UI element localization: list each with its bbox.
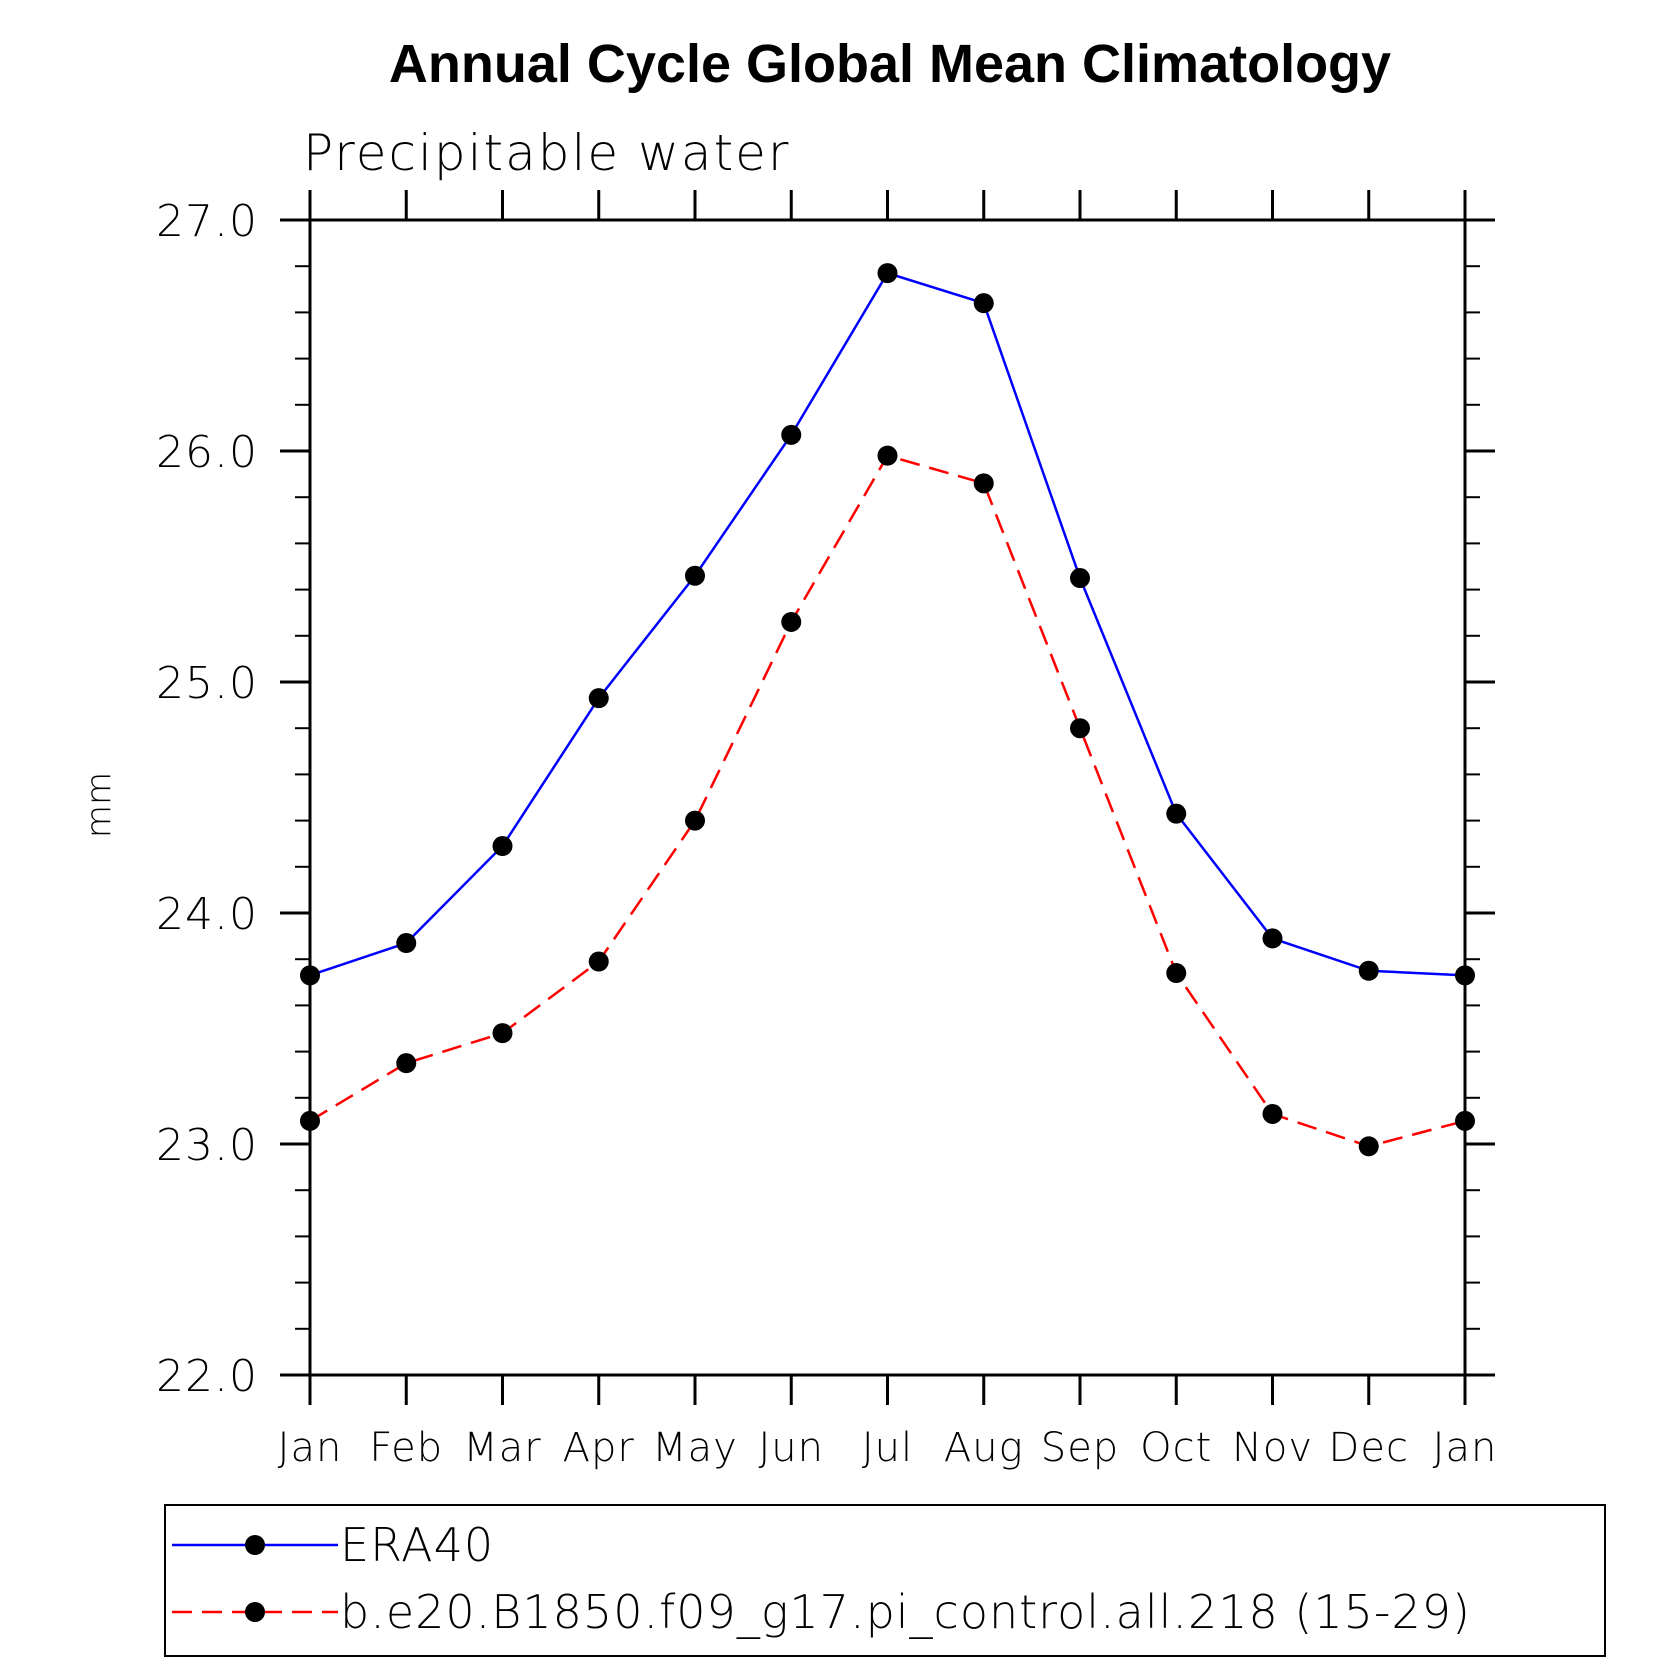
data-point [973, 293, 994, 314]
x-tick-label: Feb [369, 1425, 443, 1471]
legend-entry-1: ERA40 [172, 1518, 494, 1572]
data-point [1455, 965, 1475, 986]
legend: ERA40 b.e20.B1850.f09_g17.pi_control.all.… [164, 1504, 1606, 1657]
x-tick-label: Jan [278, 1425, 343, 1471]
data-point [1262, 1103, 1283, 1124]
series-1 [300, 263, 1475, 986]
legend-box [164, 1504, 1606, 1657]
data-point [973, 473, 994, 494]
legend-entry-2: b.e20.B1850.f09_g17.pi_control.all.218 (… [172, 1585, 1471, 1639]
data-point [492, 836, 513, 857]
data-point [1262, 928, 1283, 949]
data-point [492, 1023, 513, 1044]
x-tick-label: Sep [1041, 1425, 1119, 1471]
data-point [588, 951, 609, 972]
x-tick-label: Mar [463, 1425, 541, 1471]
data-point [396, 1053, 417, 1074]
data-point [1070, 718, 1090, 739]
x-tick-label: Jan [1433, 1425, 1498, 1471]
x-tick-label: Jun [759, 1425, 825, 1471]
y-tick-label: 26.0 [156, 427, 258, 478]
data-point [877, 263, 898, 284]
y-tick-label: 24.0 [156, 889, 258, 940]
x-axis-ticks: Jan Feb Mar Apr May Jun Jul Aug Sep Oct Nov Dec Jan [278, 190, 1498, 1471]
data-point [1070, 568, 1090, 589]
data-point [1166, 803, 1187, 824]
data-point [1455, 1110, 1475, 1131]
legend-marker [245, 1535, 265, 1555]
y-tick-label: 22.0 [156, 1351, 258, 1402]
x-tick-label: Dec [1329, 1425, 1409, 1471]
plot-border [308, 218, 1467, 1377]
data-point [781, 611, 802, 632]
legend-label: ERA40 [340, 1518, 494, 1572]
y-axis-ticks: 22.0 23.0 24.0 25.0 26.0 27.0 [156, 196, 1495, 1402]
data-point [300, 1110, 320, 1131]
data-point [877, 445, 898, 466]
data-point [1358, 1136, 1379, 1157]
y-tick-label: 23.0 [156, 1120, 258, 1171]
data-point [685, 565, 705, 586]
data-point [781, 424, 802, 445]
data-point [396, 933, 417, 954]
data-point [1166, 963, 1187, 984]
chart-title: Annual Cycle Global Mean Climatology [389, 34, 1391, 94]
chart-subtitle: Precipitable water [303, 124, 791, 182]
series-2 [300, 445, 1475, 1157]
x-tick-label: Nov [1232, 1425, 1313, 1471]
data-point [1358, 960, 1379, 981]
series-line [309, 271, 1466, 977]
y-axis-label: mm [79, 772, 119, 838]
data-point [588, 688, 609, 709]
plot-frame [308, 218, 1467, 1377]
series-line [309, 454, 1466, 1148]
data-point [685, 810, 705, 831]
x-tick-label: Aug [944, 1425, 1024, 1471]
x-tick-label: Oct [1140, 1425, 1212, 1471]
x-tick-label: Jul [862, 1425, 913, 1471]
data-point [300, 965, 320, 986]
legend-marker [245, 1602, 265, 1622]
series-layer [300, 263, 1475, 1157]
y-tick-label: 27.0 [156, 196, 258, 247]
y-tick-label: 25.0 [156, 658, 258, 709]
x-tick-label: Apr [563, 1425, 635, 1471]
x-tick-label: May [652, 1425, 738, 1471]
legend-label: b.e20.B1850.f09_g17.pi_control.all.218 (… [340, 1585, 1471, 1639]
